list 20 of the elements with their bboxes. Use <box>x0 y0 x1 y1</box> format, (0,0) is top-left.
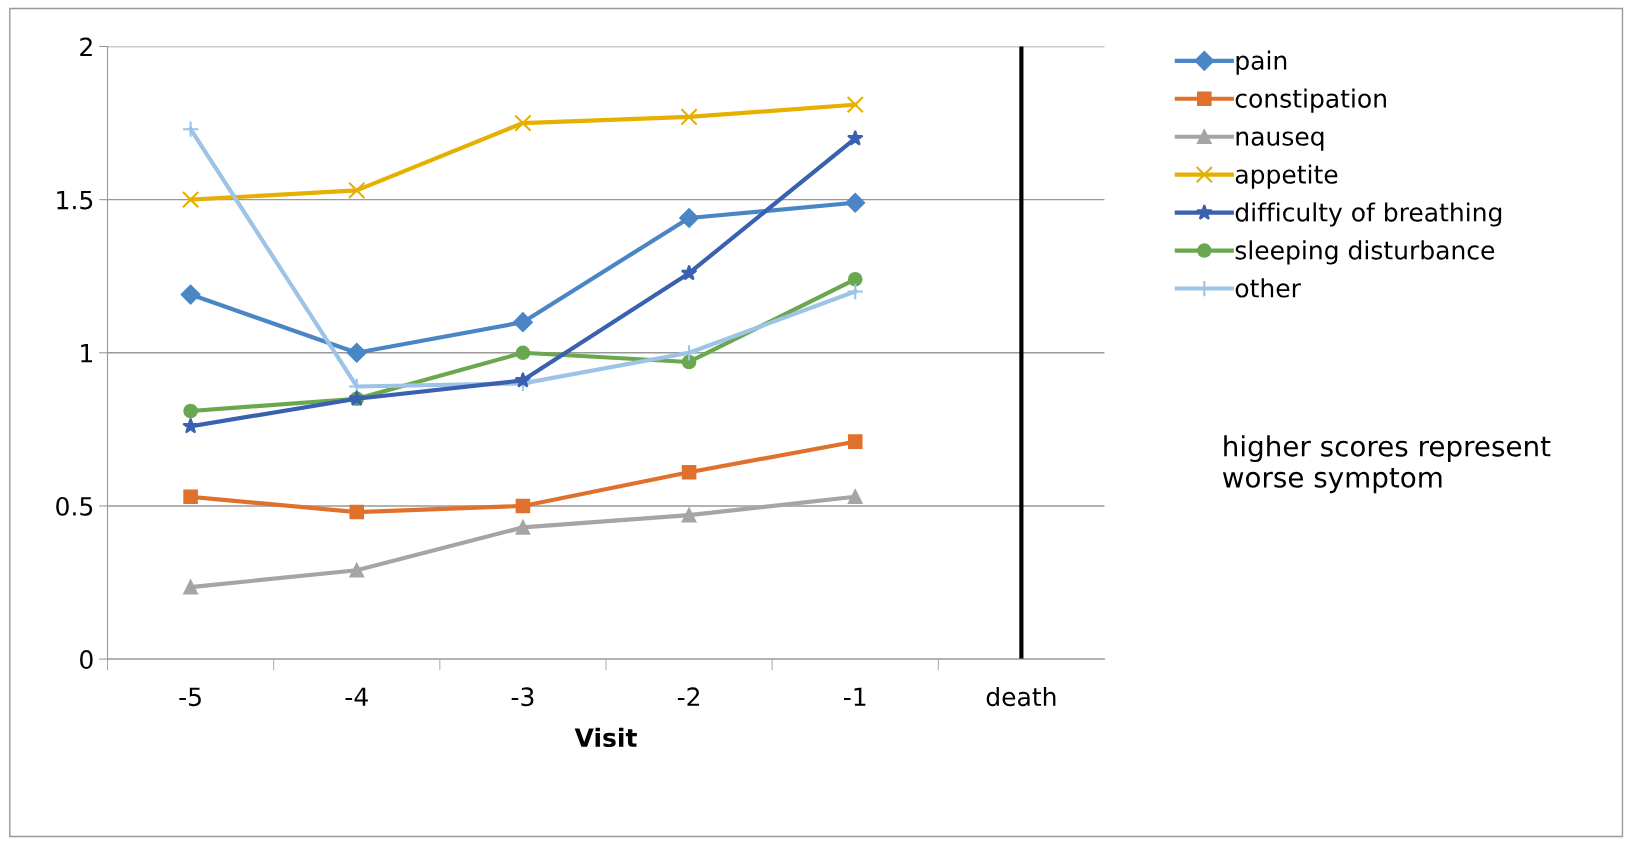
y-tick-label: 1.5 <box>57 190 93 210</box>
x-tick-label: -1 <box>843 687 866 706</box>
legend-label: difficulty of breathing <box>1235 202 1502 227</box>
x-tick-label: -3 <box>511 687 534 707</box>
y-tick-label: 0 <box>80 650 93 669</box>
legend-label: sleeping disturbance <box>1235 240 1495 265</box>
y-tick-label: 1 <box>81 344 93 363</box>
legend-label: appetite <box>1235 164 1338 189</box>
text: higher scores represent worse symptom <box>1222 435 1551 494</box>
x-tick-label: -5 <box>179 687 201 707</box>
legend-label: other <box>1235 278 1301 298</box>
legend-label: pain <box>1236 50 1287 75</box>
y-tick-label: 2 <box>80 37 92 56</box>
x-tick-label: -2 <box>677 687 700 706</box>
legend-label: constipation <box>1235 88 1386 113</box>
x-tick-label: -4 <box>345 687 368 706</box>
x-tick-label: death <box>986 686 1056 707</box>
y-tick-label: 0.5 <box>56 496 93 516</box>
x-axis-title: Visit <box>574 727 637 748</box>
legend-label: nauseq <box>1236 131 1324 151</box>
